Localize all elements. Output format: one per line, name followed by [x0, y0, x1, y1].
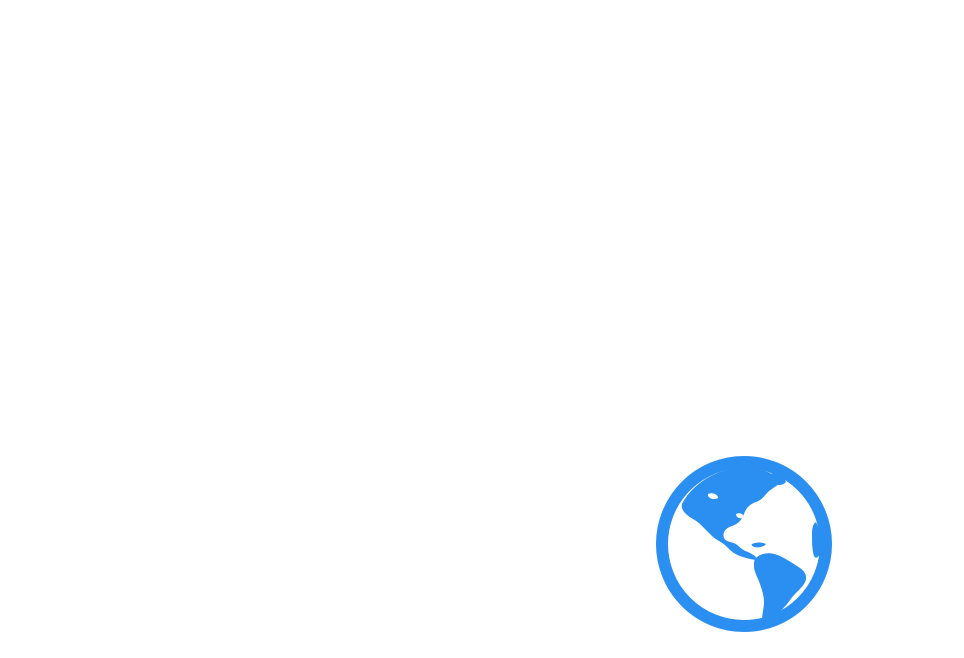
globe-button[interactable] — [652, 452, 836, 636]
globe-americas-icon — [656, 456, 832, 632]
